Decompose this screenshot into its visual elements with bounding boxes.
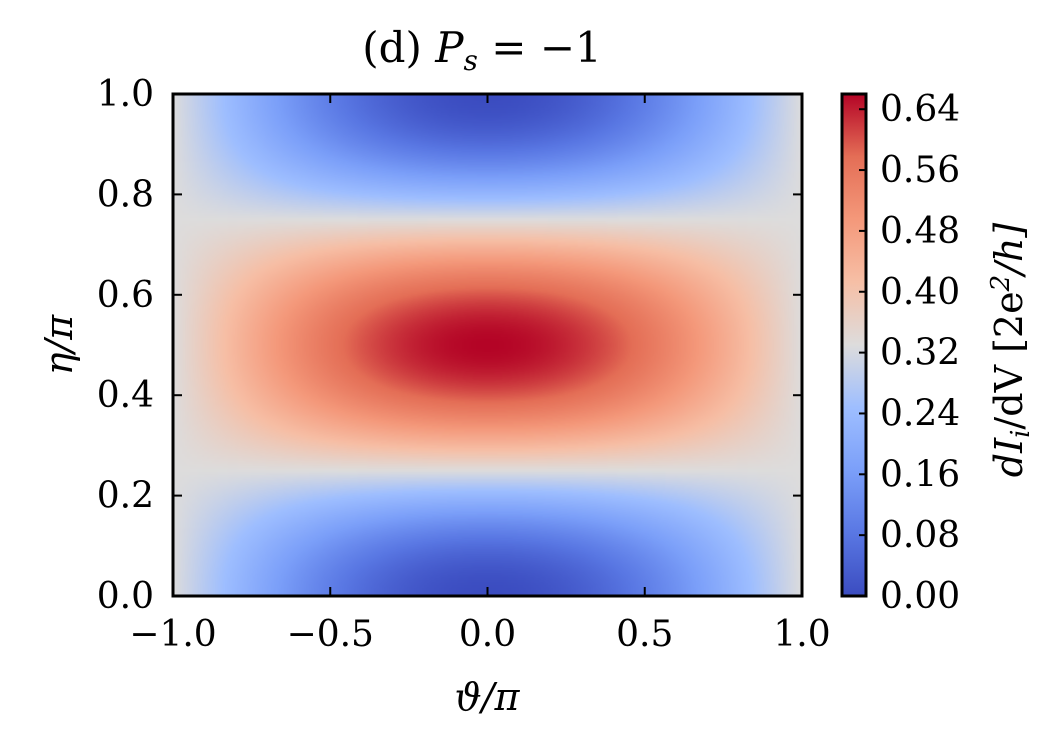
y-tick-label: 0.0 bbox=[97, 576, 154, 617]
heatmap-image bbox=[173, 94, 802, 596]
colorbar-tick-label: 0.24 bbox=[880, 393, 960, 434]
x-tick-label: 0.5 bbox=[616, 614, 673, 655]
heatmap-plot-area bbox=[171, 92, 804, 598]
colorbar-tick-label: 0.56 bbox=[880, 150, 960, 191]
y-tick-label: 1.0 bbox=[97, 74, 154, 115]
y-tick-label: 0.4 bbox=[97, 375, 154, 416]
y-tick-label: 0.2 bbox=[97, 476, 154, 517]
colorbar-tick-label: 0.00 bbox=[880, 576, 960, 617]
colorbar-ticks: 0.00 0.08 0.16 0.24 0.32 0.40 0.48 0.56 0.64 bbox=[859, 89, 960, 617]
colorbar-tick-label: 0.32 bbox=[880, 333, 960, 374]
colorbar: 0.00 0.08 0.16 0.24 0.32 0.40 0.48 0.56 0.64 dIi… bbox=[840, 89, 1036, 617]
colorbar-tick-label: 0.48 bbox=[880, 211, 960, 252]
chart-title: (d) Ps = −1 bbox=[362, 23, 601, 77]
x-tick-label: −1.0 bbox=[129, 614, 216, 655]
x-axis-label: ϑ/π bbox=[455, 675, 521, 719]
x-tick-label: 0.0 bbox=[459, 614, 516, 655]
x-axis: −1.0 −0.5 0.0 0.5 1.0 bbox=[129, 94, 831, 655]
colorbar-tick-label: 0.64 bbox=[880, 89, 960, 130]
y-axis: 0.0 0.2 0.4 0.6 0.8 1.0 bbox=[97, 74, 802, 617]
colorbar-tick-label: 0.40 bbox=[880, 272, 960, 313]
colorbar-label: dIi/dV [2e2/h] bbox=[986, 223, 1036, 478]
x-tick-label: −0.5 bbox=[287, 614, 374, 655]
x-tick-label: 1.0 bbox=[773, 614, 830, 655]
colorbar-frame bbox=[840, 92, 868, 598]
colorbar-tick-label: 0.08 bbox=[880, 515, 960, 556]
y-axis-label: η/π bbox=[37, 314, 81, 376]
colorbar-tick-label: 0.16 bbox=[880, 454, 960, 495]
y-tick-label: 0.8 bbox=[97, 174, 154, 215]
colorbar-gradient bbox=[842, 94, 866, 596]
y-tick-label: 0.6 bbox=[97, 275, 154, 316]
